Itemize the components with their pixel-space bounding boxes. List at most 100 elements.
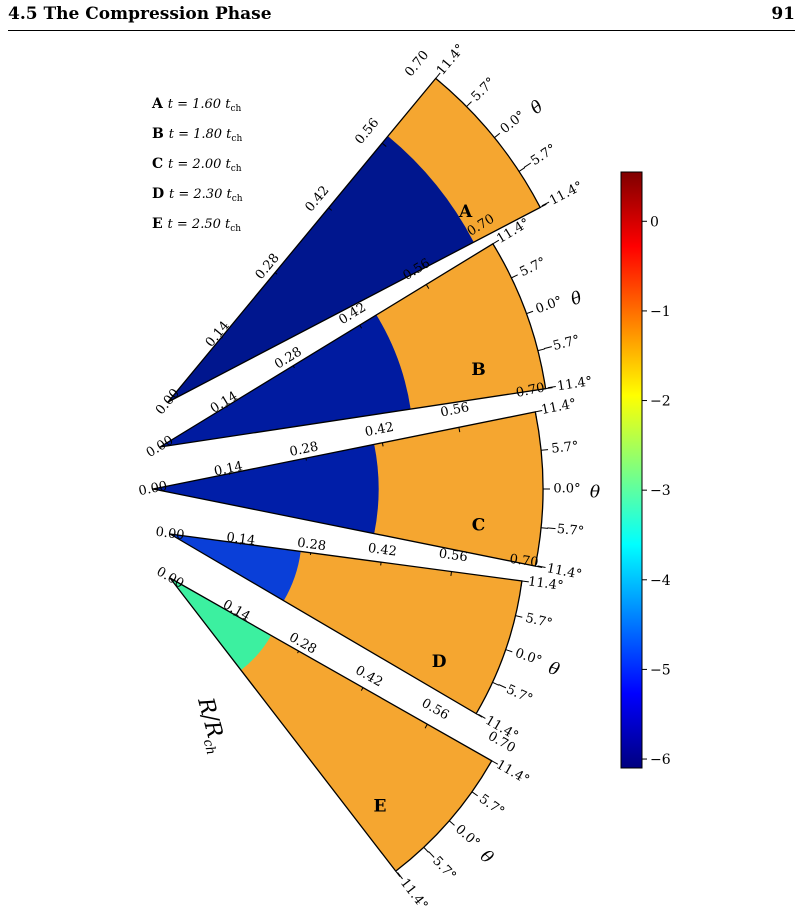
section-title: 4.5 The Compression Phase <box>8 4 272 24</box>
angular-tick-mark <box>535 410 543 413</box>
angular-tick-label: 0.0° <box>513 646 544 669</box>
colorbar-tick-label: −6 <box>650 752 671 768</box>
angular-tick-mark <box>505 649 513 653</box>
panel-letter: C <box>472 516 486 536</box>
angular-tick-mark <box>423 846 429 853</box>
radial-tick-label: 0.70 <box>509 552 540 571</box>
wedge-unshocked-region <box>170 578 272 671</box>
radial-tick-label: 0.00 <box>144 433 177 461</box>
radial-tick-label: 0.00 <box>137 479 168 499</box>
page-number: 91 <box>771 4 795 24</box>
radial-tick-label: 0.70 <box>402 48 432 80</box>
radial-tick-mark <box>226 406 228 408</box>
radial-tick-mark <box>520 580 523 587</box>
angular-tick-mark <box>494 132 501 139</box>
angular-tick-mark <box>435 72 441 79</box>
radial-tick-mark <box>435 78 442 84</box>
angular-tick-label: −5.7° <box>545 521 584 540</box>
angular-tick-mark <box>511 274 518 279</box>
radial-tick-mark <box>425 284 430 289</box>
radial-tick-mark <box>488 760 493 767</box>
radial-tick-mark <box>221 336 223 339</box>
radial-tick-label: 0.42 <box>364 420 395 440</box>
angular-axis-label: θ <box>527 97 548 119</box>
radial-tick-mark <box>450 571 453 577</box>
angular-tick-mark <box>475 713 483 718</box>
angular-tick-label: −11.4° <box>545 374 593 396</box>
wedge-panels: A0.000.140.280.420.560.70 11.4°5.7°0.0°θ−… <box>137 41 600 913</box>
angular-tick-label: −5.7° <box>541 333 582 357</box>
angular-tick-mark <box>535 565 543 568</box>
wedge-unshocked-region <box>168 136 474 403</box>
radial-tick-label: 0.56 <box>438 546 469 565</box>
angular-tick-mark <box>395 870 401 877</box>
angular-tick-label: 11.4° <box>527 574 564 594</box>
angular-tick-label: −5.7° <box>422 846 459 884</box>
radial-tick-label: 0.14 <box>225 530 256 549</box>
colorbar-tick-label: −3 <box>650 483 671 499</box>
angular-tick-label: 0.0° <box>498 108 529 137</box>
angular-tick-mark <box>537 348 545 352</box>
colorbar-tick-label: −1 <box>650 304 671 320</box>
angular-tick-mark <box>515 615 523 618</box>
angular-tick-mark <box>448 820 455 826</box>
angular-axis-label: θ <box>476 846 497 868</box>
radial-tick-label: 0.00 <box>155 525 186 544</box>
angular-tick-label: 0.0° <box>534 294 565 317</box>
panel-letter: D <box>432 652 447 672</box>
radial-tick-label: 0.56 <box>419 696 452 723</box>
radial-tick-label: 0.28 <box>288 439 319 459</box>
radial-axis-label: R/Rch <box>189 694 231 757</box>
radial-tick-mark <box>492 243 497 250</box>
angular-tick-label: −5.7° <box>494 678 535 708</box>
angular-tick-label: −5.7° <box>519 142 559 175</box>
angular-tick-mark <box>492 681 500 686</box>
page-header: 4.5 The Compression Phase 91 <box>8 0 795 31</box>
angular-tick-label: 5.7° <box>524 611 554 632</box>
wedge-d: D 0.00 0.14 0.28 0.42 0.56 0.70 11.4° 5.7° 0.0°θ−… <box>155 525 565 744</box>
angular-tick-mark <box>541 527 549 529</box>
radial-tick-label: 0.70 <box>515 380 546 400</box>
radial-axis-title: R/Rch <box>189 694 231 757</box>
radial-tick-label: 0.56 <box>439 400 470 420</box>
colorbar-tick-label: 0 <box>650 214 659 230</box>
radial-tick-mark <box>233 614 235 616</box>
wedge-unshocked-region <box>160 314 411 447</box>
legend-entry-e: E t = 2.50 tch <box>152 216 241 234</box>
radial-tick-label: 0.14 <box>213 459 244 479</box>
angular-tick-label: 11.4° <box>540 396 578 418</box>
angular-tick-mark <box>466 101 472 107</box>
angular-tick-mark <box>518 167 526 172</box>
angular-axis-label: θ <box>546 658 562 680</box>
radial-tick-mark <box>359 324 363 329</box>
angular-tick-label: −11.4° <box>390 867 430 913</box>
angular-tick-label: 0.0° <box>553 482 580 497</box>
radial-tick-label: 0.28 <box>296 536 327 555</box>
radial-tick-mark <box>381 142 387 147</box>
time-legend: A t = 1.60 tch B t = 1.80 tch C t = 2.00 t… <box>151 96 243 234</box>
angular-tick-label: 11.4° <box>493 757 531 788</box>
panel-letter: A <box>458 202 473 222</box>
radial-tick-mark <box>297 650 300 654</box>
legend-entry-c: C t = 2.00 tch <box>152 156 242 174</box>
angular-axis-label: θ <box>590 482 600 502</box>
angular-tick-label: 5.7° <box>469 75 499 105</box>
angular-tick-label: 5.7° <box>518 255 549 280</box>
radial-tick-mark <box>274 272 278 275</box>
angular-tick-label: 5.7° <box>476 792 507 820</box>
angular-tick-mark <box>541 449 549 451</box>
angular-tick-mark <box>491 760 499 765</box>
angular-tick-mark <box>471 791 478 797</box>
radial-tick-label: 0.56 <box>352 116 382 148</box>
angular-tick-mark <box>526 310 534 315</box>
angular-tick-mark <box>545 387 553 390</box>
radial-tick-mark <box>292 365 295 369</box>
radial-tick-mark <box>458 427 461 433</box>
panel-letter: E <box>373 797 386 817</box>
legend-entry-b: B t = 1.80 tch <box>152 126 242 144</box>
radial-tick-mark <box>534 411 537 419</box>
panel-letter: B <box>471 360 485 380</box>
wedge-unshocked-region <box>170 534 301 601</box>
